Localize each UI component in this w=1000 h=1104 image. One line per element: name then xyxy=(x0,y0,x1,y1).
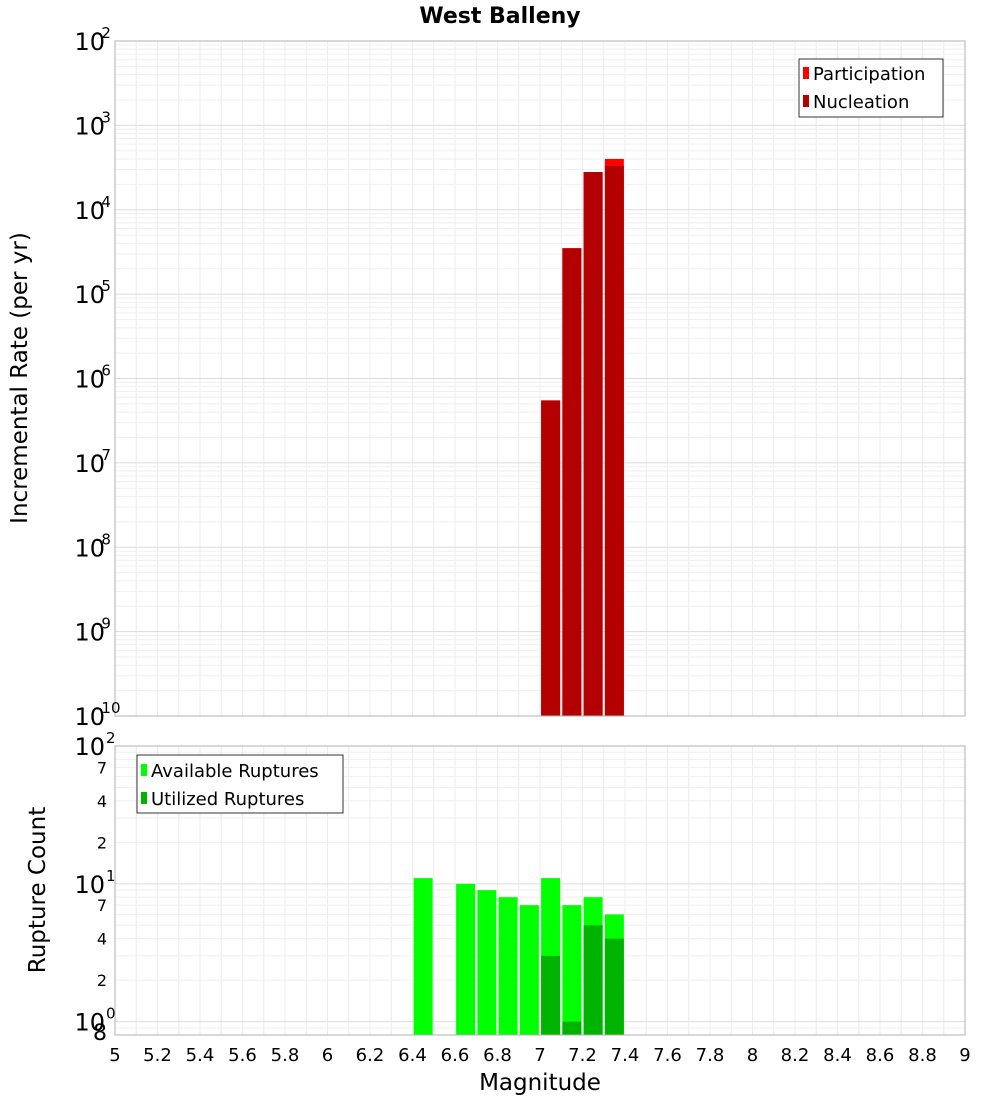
utilized-ruptures-legend-label: Utilized Ruptures xyxy=(151,789,304,810)
available-ruptures-bar-m6.85 xyxy=(498,897,518,1035)
top-y-axis-label: Incremental Rate (per yr) xyxy=(7,232,33,524)
bar-layer xyxy=(413,158,624,1035)
top-y-tick-label: 10 xyxy=(74,619,105,647)
x-tick-label: 8 xyxy=(747,1045,758,1066)
x-tick-label: 6.2 xyxy=(356,1045,385,1066)
available-ruptures-bar-m6.75 xyxy=(477,890,497,1035)
nucleation-bar-m7.35 xyxy=(604,166,624,717)
top-legend-box xyxy=(798,58,944,118)
top-y-tick-label: 10 xyxy=(74,366,105,394)
x-tick-label: 5.2 xyxy=(143,1045,172,1066)
top-y-tick-label: 10 xyxy=(74,28,105,56)
nucleation-bar-m7.15 xyxy=(562,248,582,717)
top-y-tick-exponent: -2 xyxy=(96,24,111,42)
x-tick-label: 8.2 xyxy=(781,1045,810,1066)
utilized-ruptures-bar-m7.25 xyxy=(583,925,603,1035)
x-axis-label: Magnitude xyxy=(479,1070,601,1096)
available-ruptures-legend-swatch xyxy=(141,764,147,776)
utilized-ruptures-bar-m7.05 xyxy=(541,955,561,1035)
nucleation-bar-m7.05 xyxy=(541,400,561,716)
x-tick-label: 6 xyxy=(322,1045,333,1066)
bottom-y-tick-label: 10 xyxy=(74,1009,105,1037)
available-ruptures-bar-m7.15 xyxy=(562,905,582,1035)
bottom-y-tick-label: 2 xyxy=(97,833,107,852)
top-y-tick-label: 10 xyxy=(74,703,105,731)
chart-title: West Balleny xyxy=(419,4,580,29)
bottom-y-tick-label: 7 xyxy=(97,758,107,777)
bottom-y-tick-exponent: 2 xyxy=(106,729,116,747)
x-tick-label: 6.4 xyxy=(398,1045,427,1066)
top-y-tick-exponent: -10 xyxy=(96,699,121,717)
x-tick-label: 7.2 xyxy=(568,1045,597,1066)
x-tick-label: 7.6 xyxy=(653,1045,682,1066)
x-tick-label: 5 xyxy=(109,1045,120,1066)
utilized-ruptures-legend-swatch xyxy=(141,792,147,804)
participation-legend-label: Participation xyxy=(813,64,925,85)
top-y-tick-label: 10 xyxy=(74,281,105,309)
top-y-tick-label: 10 xyxy=(74,534,105,562)
x-tick-label: 6.8 xyxy=(483,1045,512,1066)
x-tick-label: 5.4 xyxy=(186,1045,215,1066)
bottom-y-tick-label: 8 xyxy=(93,1021,107,1046)
bottom-y-tick-exponent: 0 xyxy=(106,1005,116,1023)
x-tick-label: 8.8 xyxy=(908,1045,937,1066)
bottom-plot-frame xyxy=(114,745,966,1036)
nucleation-bar-m7.25 xyxy=(583,172,603,716)
available-ruptures-bar-m6.45 xyxy=(413,878,433,1035)
x-tick-label: 9 xyxy=(959,1045,970,1066)
x-tick-label: 7 xyxy=(534,1045,545,1066)
bottom-y-tick-exponent: 1 xyxy=(106,867,116,885)
bottom-legend-box xyxy=(136,754,344,814)
nucleation-legend-label: Nucleation xyxy=(813,92,909,113)
top-y-tick-exponent: -8 xyxy=(96,530,111,548)
top-y-tick-exponent: -4 xyxy=(96,193,111,211)
top-y-tick-exponent: -5 xyxy=(96,277,111,295)
x-tick-label: 6.6 xyxy=(441,1045,470,1066)
bottom-y-axis-label: Rupture Count xyxy=(25,807,51,973)
available-ruptures-bar-m6.95 xyxy=(519,905,539,1035)
available-ruptures-legend-label: Available Ruptures xyxy=(151,761,319,782)
x-tick-label: 5.6 xyxy=(228,1045,257,1066)
participation-legend-swatch xyxy=(803,67,809,79)
top-legend: Participation Nucleation xyxy=(798,58,944,118)
bottom-y-tick-label: 4 xyxy=(97,930,107,949)
x-tick-label: 7.8 xyxy=(696,1045,725,1066)
nucleation-legend-swatch xyxy=(803,95,809,107)
top-y-tick-exponent: -7 xyxy=(96,446,111,464)
x-tick-label: 8.6 xyxy=(866,1045,895,1066)
available-ruptures-bar-m6.65 xyxy=(456,883,476,1035)
tick-layer: 5 5.2 5.4 5.6 5.8 6 6.2 6.4 6.6 6.8 7 7.2 7.4 7.6 7.8 8… xyxy=(74,24,970,1066)
bottom-y-tick-label: 4 xyxy=(97,792,107,811)
utilized-ruptures-bar-m7.15 xyxy=(562,1021,582,1035)
frame-layer xyxy=(114,40,966,1036)
bottom-y-tick-label: 2 xyxy=(97,971,107,990)
bottom-y-tick-label: 10 xyxy=(74,871,105,899)
top-plot-frame xyxy=(114,40,966,717)
bottom-legend: Available Ruptures Utilized Ruptures xyxy=(136,754,344,814)
top-y-tick-label: 10 xyxy=(74,112,105,140)
grid-layer xyxy=(115,41,965,1036)
x-tick-label: 8.4 xyxy=(823,1045,852,1066)
utilized-ruptures-bar-m7.35 xyxy=(604,938,624,1035)
top-y-tick-label: 10 xyxy=(74,197,105,225)
bottom-y-tick-label: 7 xyxy=(97,896,107,915)
top-y-tick-exponent: -9 xyxy=(96,615,111,633)
bottom-y-tick-label: 10 xyxy=(74,733,105,761)
x-tick-label: 5.8 xyxy=(271,1045,300,1066)
top-y-tick-exponent: -3 xyxy=(96,108,111,126)
top-y-tick-label: 10 xyxy=(74,450,105,478)
top-y-tick-exponent: -6 xyxy=(96,362,111,380)
x-tick-label: 7.4 xyxy=(611,1045,640,1066)
